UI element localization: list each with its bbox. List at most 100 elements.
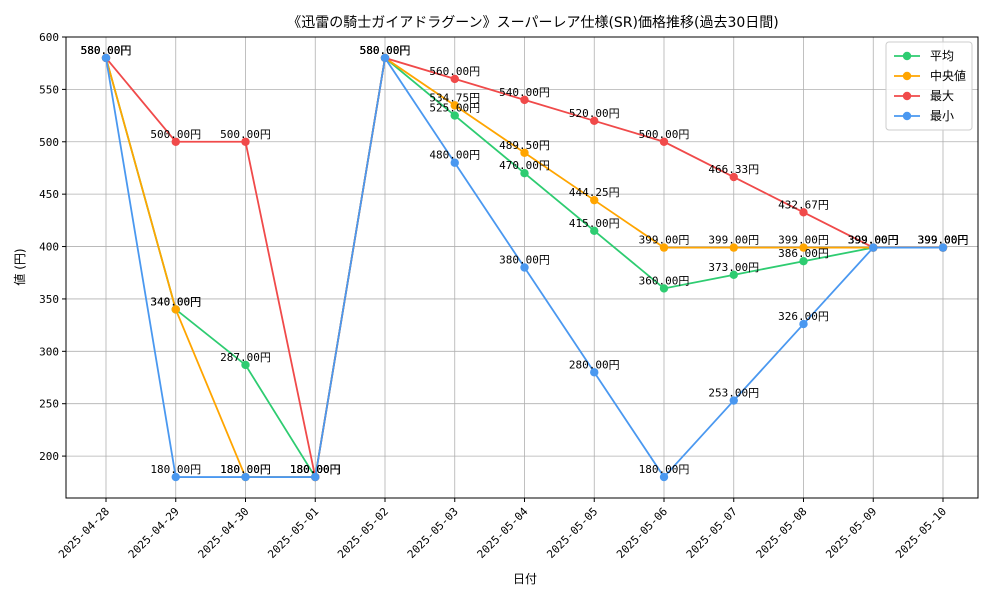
data-point [729,270,738,280]
legend-swatch-marker [902,111,912,121]
data-point [729,396,738,405]
data-label: 180.00円 [220,463,271,476]
y-tick-label: 250 [39,398,59,411]
data-label: 180.00円 [290,463,341,476]
data-point [799,257,808,266]
y-tick-label: 400 [39,241,59,254]
data-label: 386.00円 [778,247,829,260]
data-point [450,158,459,167]
data-point [520,95,529,105]
data-point [241,137,250,146]
data-label: 580.00円 [81,44,132,57]
data-point [101,53,111,63]
data-label: 399.00円 [848,234,899,247]
data-point [799,243,808,252]
data-label: 444.25円 [569,186,620,199]
data-label: 534.75円 [429,91,480,104]
data-label: 399.00円 [918,234,969,247]
data-point [520,263,529,272]
legend-entry: 平均 [930,49,954,63]
legend-entry: 最小 [930,109,954,123]
data-label: 180.00円 [290,463,341,476]
data-label: 399.00円 [918,234,969,247]
data-label: 500.00円 [639,128,690,141]
data-label: 480.00円 [429,149,480,162]
data-point [450,111,459,120]
data-point [171,137,180,146]
data-label: 340.00円 [150,295,201,308]
data-label: 415.00円 [569,217,620,230]
data-point [938,243,948,252]
data-label: 560.00円 [429,65,480,78]
y-tick-label: 300 [39,345,59,358]
data-label: 253.00円 [708,387,759,400]
data-label: 340.00円 [150,295,201,308]
data-point [450,101,459,110]
data-label: 180.00円 [290,463,341,476]
data-label: 399.00円 [918,234,969,247]
y-tick-label: 500 [39,136,59,149]
data-point [799,319,808,329]
data-label: 500.00円 [220,128,271,141]
data-point [590,368,599,377]
y-tick-label: 600 [39,31,59,44]
data-point [241,472,250,482]
legend-entry: 中央値 [930,68,966,83]
series-layer [101,53,948,482]
legend-box [885,41,973,131]
data-point [869,243,878,252]
data-label: 525.00円 [429,102,480,115]
data-label: 180.00円 [290,463,341,476]
data-label: 470.00円 [499,159,550,172]
data-point [799,208,808,217]
data-point [171,305,180,314]
data-point [659,243,669,252]
data-label: 399.00円 [778,234,829,247]
data-label: 399.00円 [708,234,759,247]
data-label: 399.00円 [848,234,899,247]
data-point [311,472,320,482]
data-label: 466.33円 [708,163,759,176]
data-label: 399.00円 [918,234,969,247]
data-point [729,243,738,252]
label-layer: 580.00円 340.00円 287.00円 180.00円 580.00円 525.0… [81,44,969,476]
legend-swatch-marker [902,91,912,101]
data-label: 580.00円 [360,44,411,57]
data-label: 380.00円 [499,254,550,267]
data-label: 580.00円 [360,44,411,57]
data-point [659,284,669,293]
data-label: 489.50円 [499,139,550,152]
data-label: 280.00円 [569,358,620,371]
x-axis-label: 日付 [513,572,537,586]
data-label: 180.00円 [639,463,690,476]
data-point [450,74,459,84]
data-label: 373.00円 [708,261,759,274]
chart-title: 《迅雷の騎士ガイアドラグーン》スーパーレア仕様(SR)価格推移(過去30日間) [287,15,778,31]
data-label: 399.00円 [639,234,690,247]
data-point [659,472,669,482]
y-tick-label: 550 [39,83,59,96]
data-point [520,169,529,178]
plot-frame [65,36,979,499]
data-label: 180.00円 [150,463,201,476]
data-point [659,137,669,146]
data-label: 432.67円 [778,198,829,211]
data-label: 180.00円 [220,463,271,476]
data-label: 580.00円 [360,44,411,57]
y-tick-label: 350 [39,293,59,306]
data-label: 360.00円 [639,274,690,287]
data-label: 287.00円 [220,351,271,364]
data-label: 580.00円 [81,44,132,57]
data-point [171,472,180,482]
legend-swatch-marker [902,51,912,61]
data-label: 399.00円 [848,234,899,247]
data-label: 580.00円 [81,44,132,57]
y-axis-label: 値 (円) [12,248,27,285]
legend-entry: 最大 [930,89,954,103]
data-label: 326.00円 [778,310,829,323]
data-point [590,226,599,236]
data-point [590,195,599,205]
